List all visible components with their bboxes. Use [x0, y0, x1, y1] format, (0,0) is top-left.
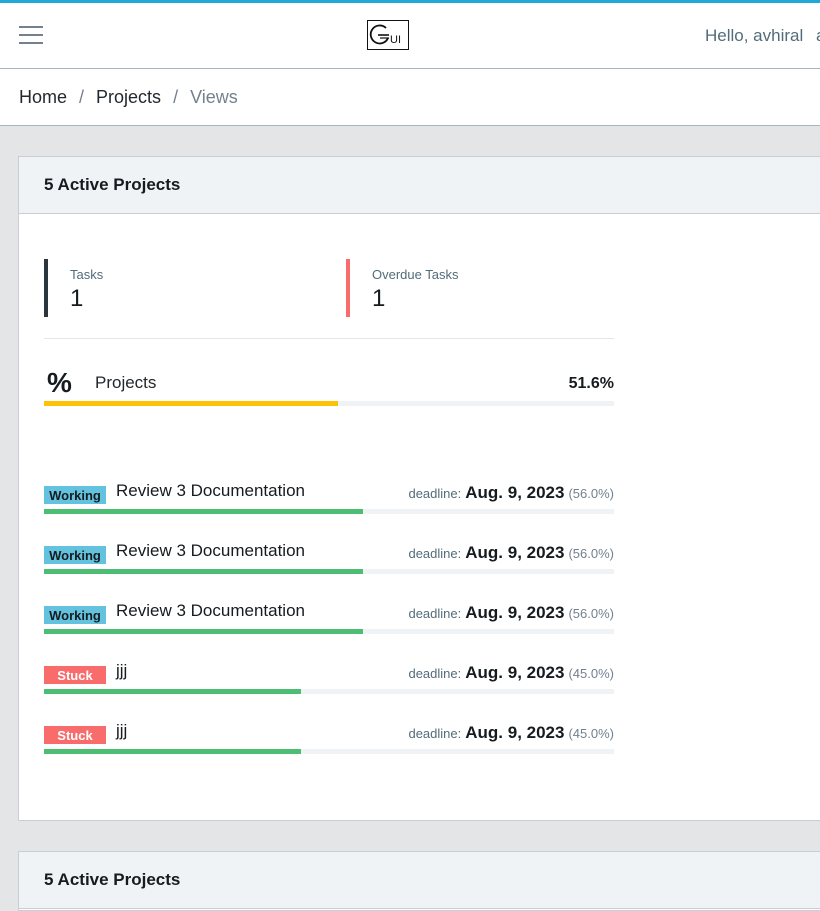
- task-progress-fill: [44, 509, 364, 514]
- task-deadline: deadline: Aug. 9, 2023 (56.0%): [408, 483, 614, 503]
- card-title: 5 Active Projects: [19, 852, 820, 909]
- task-row: Stuck jjj deadline: Aug. 9, 2023 (45.0%): [44, 721, 614, 761]
- active-projects-card: 5 Active Projects Tasks 1 Overdue Tasks …: [18, 156, 820, 821]
- hamburger-icon: [19, 26, 43, 28]
- task-progress-bar: [44, 569, 614, 574]
- task-progress-fill: [44, 569, 364, 574]
- status-badge[interactable]: Stuck: [44, 726, 106, 744]
- task-deadline: deadline: Aug. 9, 2023 (45.0%): [408, 723, 614, 743]
- deadline-label: deadline:: [408, 486, 462, 501]
- task-deadline: deadline: Aug. 9, 2023 (45.0%): [408, 663, 614, 683]
- deadline-date: Aug. 9, 2023: [465, 603, 565, 622]
- breadcrumb-separator: /: [79, 86, 85, 107]
- breadcrumb-home[interactable]: Home: [19, 86, 68, 107]
- task-progress-bar: [44, 749, 614, 754]
- task-percent: (56.0%): [568, 546, 614, 561]
- deadline-date: Aug. 9, 2023: [465, 723, 565, 742]
- overall-progress-bar: [44, 401, 614, 406]
- stats-row: Tasks 1 Overdue Tasks 1: [44, 259, 614, 339]
- task-row: Working Review 3 Documentation deadline:…: [44, 481, 614, 521]
- tasks-stat: Tasks 1: [44, 259, 103, 317]
- overall-projects-progress: % Projects 51.6%: [44, 367, 614, 407]
- deadline-label: deadline:: [408, 666, 462, 681]
- deadline-label: deadline:: [408, 606, 462, 621]
- overdue-tasks-label: Overdue Tasks: [372, 267, 459, 282]
- tasks-label: Tasks: [70, 267, 104, 282]
- task-name-link[interactable]: jjj: [116, 721, 128, 740]
- breadcrumb: Home / Projects / Views: [0, 69, 820, 126]
- deadline-date: Aug. 9, 2023: [465, 663, 565, 682]
- task-deadline: deadline: Aug. 9, 2023 (56.0%): [408, 543, 614, 563]
- menu-toggle-button[interactable]: [19, 26, 43, 44]
- deadline-date: Aug. 9, 2023: [465, 543, 565, 562]
- task-progress-fill: [44, 749, 301, 754]
- task-percent: (56.0%): [568, 606, 614, 621]
- overall-progress-fill: [44, 401, 339, 406]
- overdue-tasks-stat: Overdue Tasks 1: [346, 259, 458, 317]
- status-badge[interactable]: Working: [44, 546, 106, 564]
- card-title: 5 Active Projects: [19, 157, 820, 214]
- hamburger-icon: [19, 34, 43, 36]
- logo-icon: UI: [369, 24, 401, 46]
- task-name-link[interactable]: Review 3 Documentation: [116, 601, 305, 620]
- user-greeting: Hello, avhiral: [705, 26, 804, 45]
- task-name-link[interactable]: Review 3 Documentation: [116, 481, 305, 500]
- task-percent: (45.0%): [568, 666, 614, 681]
- breadcrumb-projects[interactable]: Projects: [96, 86, 162, 107]
- task-row: Stuck jjj deadline: Aug. 9, 2023 (45.0%): [44, 661, 614, 701]
- overdue-tasks-value: 1: [372, 285, 386, 312]
- task-deadline: deadline: Aug. 9, 2023 (56.0%): [408, 603, 614, 623]
- breadcrumb-separator: /: [173, 86, 179, 107]
- status-badge[interactable]: Working: [44, 606, 106, 624]
- deadline-date: Aug. 9, 2023: [465, 483, 565, 502]
- status-badge[interactable]: Working: [44, 486, 106, 504]
- task-row: Working Review 3 Documentation deadline:…: [44, 601, 614, 641]
- task-progress-bar: [44, 509, 614, 514]
- percent-icon: %: [47, 367, 72, 398]
- task-row: Working Review 3 Documentation deadline:…: [44, 541, 614, 581]
- hamburger-icon: [19, 42, 43, 44]
- user-avatar-text[interactable]: a: [816, 26, 820, 46]
- breadcrumb-views: Views: [190, 86, 238, 107]
- deadline-label: deadline:: [408, 546, 462, 561]
- task-progress-fill: [44, 689, 301, 694]
- task-percent: (56.0%): [568, 486, 614, 501]
- overall-label: Projects: [95, 373, 157, 392]
- active-projects-card-2: 5 Active Projects: [18, 851, 820, 911]
- deadline-label: deadline:: [408, 726, 462, 741]
- brand-logo[interactable]: UI: [367, 20, 409, 50]
- task-name-link[interactable]: Review 3 Documentation: [116, 541, 305, 560]
- status-badge[interactable]: Stuck: [44, 666, 106, 684]
- svg-text:UI: UI: [390, 34, 401, 46]
- task-percent: (45.0%): [568, 726, 614, 741]
- task-progress-fill: [44, 629, 364, 634]
- task-name-link[interactable]: jjj: [116, 661, 128, 680]
- tasks-value: 1: [70, 285, 84, 312]
- task-progress-bar: [44, 689, 614, 694]
- overall-value: 51.6%: [568, 375, 614, 392]
- top-navbar: UI Hello, avhiral a: [0, 0, 820, 69]
- task-progress-bar: [44, 629, 614, 634]
